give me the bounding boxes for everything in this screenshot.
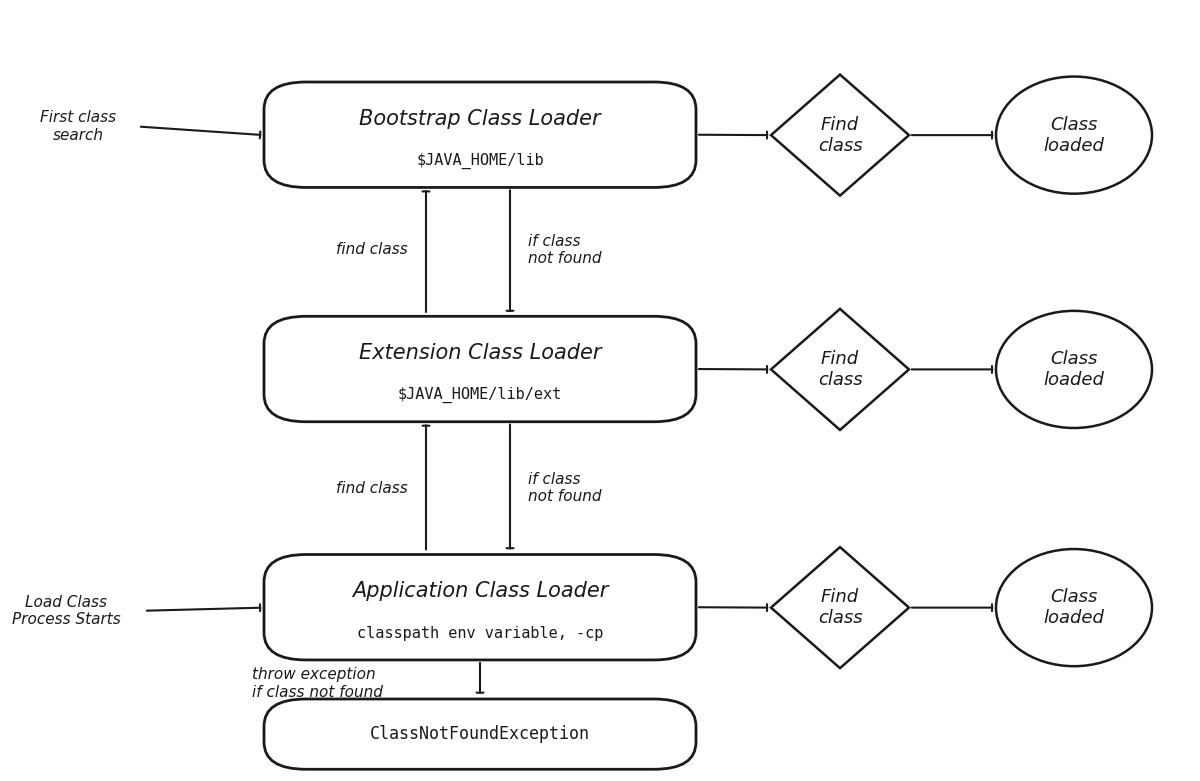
Text: Extension Class Loader: Extension Class Loader (359, 343, 601, 363)
FancyBboxPatch shape (264, 316, 696, 422)
FancyBboxPatch shape (264, 699, 696, 769)
Text: find class: find class (336, 480, 408, 496)
Text: Find
class: Find class (817, 588, 863, 627)
Text: classpath env variable, -cp: classpath env variable, -cp (356, 626, 604, 641)
Text: Application Class Loader: Application Class Loader (352, 581, 608, 601)
Polygon shape (772, 547, 910, 668)
Text: Class
loaded: Class loaded (1044, 350, 1104, 389)
FancyBboxPatch shape (264, 82, 696, 187)
Text: Find
class: Find class (817, 116, 863, 155)
Text: Find
class: Find class (817, 350, 863, 389)
Text: ClassNotFoundException: ClassNotFoundException (370, 725, 590, 744)
Ellipse shape (996, 549, 1152, 666)
Text: if class
not found: if class not found (528, 472, 601, 505)
Text: throw exception
if class not found: throw exception if class not found (252, 667, 383, 700)
Text: Load Class
Process Starts: Load Class Process Starts (12, 594, 120, 627)
Text: Bootstrap Class Loader: Bootstrap Class Loader (359, 109, 601, 129)
Text: Class
loaded: Class loaded (1044, 588, 1104, 627)
Text: find class: find class (336, 242, 408, 258)
Text: Class
loaded: Class loaded (1044, 116, 1104, 155)
Text: if class
not found: if class not found (528, 234, 601, 266)
Text: $JAVA_HOME/lib: $JAVA_HOME/lib (416, 153, 544, 169)
Text: First class
search: First class search (40, 110, 116, 143)
Ellipse shape (996, 311, 1152, 428)
Polygon shape (772, 308, 910, 430)
Ellipse shape (996, 77, 1152, 194)
Text: $JAVA_HOME/lib/ext: $JAVA_HOME/lib/ext (398, 387, 562, 404)
FancyBboxPatch shape (264, 555, 696, 660)
Polygon shape (772, 75, 910, 196)
